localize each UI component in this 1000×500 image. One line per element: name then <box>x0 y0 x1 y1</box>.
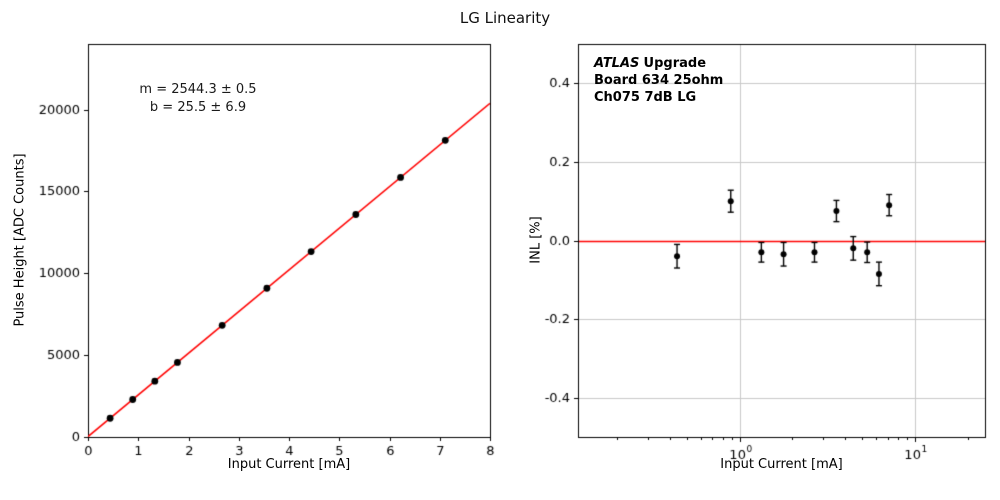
right-chart-xlabel: Input Current [mA] <box>720 457 843 472</box>
annotation-line-board: Board 634 25ohm <box>594 73 724 88</box>
right-chart-ylabel: INL [%] <box>528 216 544 264</box>
figure-title: LG Linearity <box>459 9 551 27</box>
upgrade-label: Upgrade <box>643 56 707 71</box>
left-chart-ylabel: Pulse Height [ADC Counts] <box>12 153 28 327</box>
left-chart-xlabel: Input Current [mA] <box>227 457 351 472</box>
fit-intercept-label: b = 25.5 ± 6.9 <box>149 100 247 115</box>
fit-slope-label: m = 2544.3 ± 0.5 <box>139 82 257 97</box>
fit-stats-annotation: m = 2544.3 ± 0.5 b = 25.5 ± 6.9 <box>130 81 266 117</box>
annotation-line-experiment: ATLAS Upgrade <box>594 55 723 72</box>
annotation-line-channel: Ch075 7dB LG <box>594 90 697 105</box>
atlas-label: ATLAS <box>594 56 640 71</box>
detector-annotation: ATLAS Upgrade Board 634 25ohm Ch075 7dB … <box>594 55 723 106</box>
